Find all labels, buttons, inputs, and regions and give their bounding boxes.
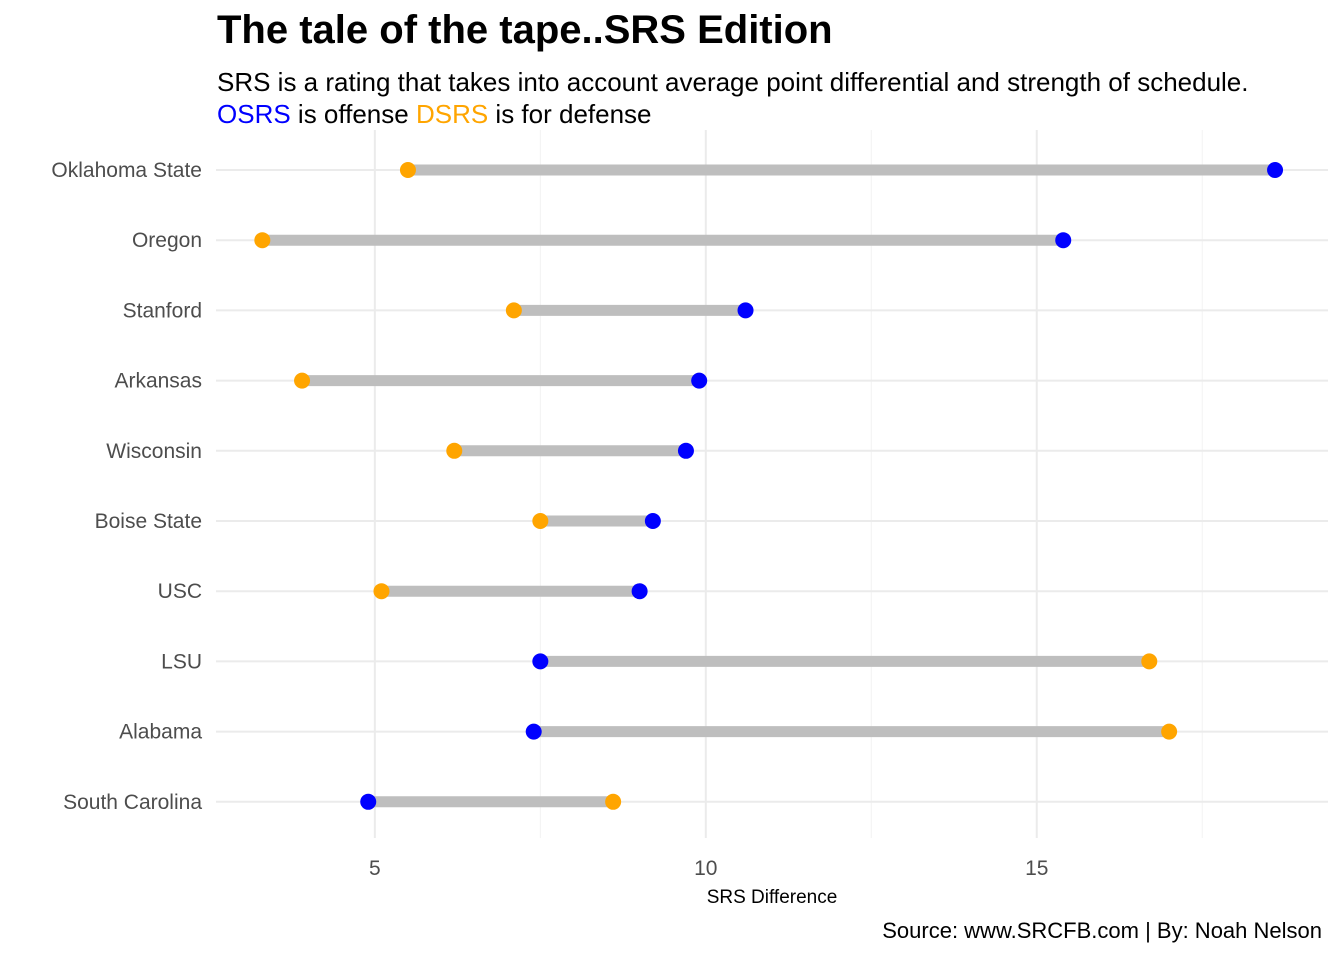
subtitle-end-text: is for defense [488,99,652,129]
osrs-legend-word: OSRS [217,99,291,129]
y-category-label: Wisconsin [106,440,202,463]
y-category-label: USC [158,580,202,603]
dsrs-point [446,442,463,459]
y-category-label: Alabama [119,721,202,744]
x-axis-label: SRS Difference [707,887,838,908]
osrs-point [677,442,694,459]
segments [262,164,1276,808]
osrs-point [631,583,648,600]
y-category-label: South Carolina [63,791,202,814]
y-category-label: Boise State [95,510,202,533]
chart-title: The tale of the tape..SRS Edition [217,8,833,52]
y-category-label: Stanford [123,299,202,322]
osrs-point [691,372,708,389]
x-tick-label: 10 [694,857,717,880]
y-axis-labels: Oklahoma State Oregon Stanford Arkansas Wisc… [51,159,202,814]
dsrs-point [294,372,311,389]
points [254,162,1284,810]
dsrs-point [1141,653,1158,670]
chart-subtitle: SRS is a rating that takes into account … [217,66,1249,130]
dsrs-point [254,232,271,249]
dsrs-point [532,513,549,529]
osrs-point [525,723,542,740]
x-axis-ticks: 5 10 15 [369,857,1048,880]
y-category-label: Arkansas [114,370,202,393]
y-category-label: LSU [161,650,202,673]
osrs-point [737,302,754,319]
dsrs-point [505,302,522,319]
osrs-point [532,653,549,670]
dsrs-point [605,793,622,810]
dsrs-point [399,162,416,178]
osrs-point [360,793,377,810]
y-category-label: Oregon [132,229,202,252]
x-tick-label: 5 [369,857,381,880]
osrs-point [1267,162,1284,178]
chart-caption: Source: www.SRCFB.com | By: Noah Nelson [882,918,1322,943]
dsrs-legend-word: DSRS [415,99,489,129]
subtitle-middle-text: is offense [290,99,416,129]
x-tick-label: 15 [1025,857,1048,880]
dsrs-point [1161,723,1178,740]
y-category-label: Oklahoma State [51,159,202,182]
dsrs-point [373,583,390,600]
subtitle-line-2: OSRS is offense DSRS is for defense [217,98,1249,130]
osrs-point [1055,232,1072,249]
osrs-point [644,513,661,529]
subtitle-line-1: SRS is a rating that takes into account … [217,67,1249,97]
